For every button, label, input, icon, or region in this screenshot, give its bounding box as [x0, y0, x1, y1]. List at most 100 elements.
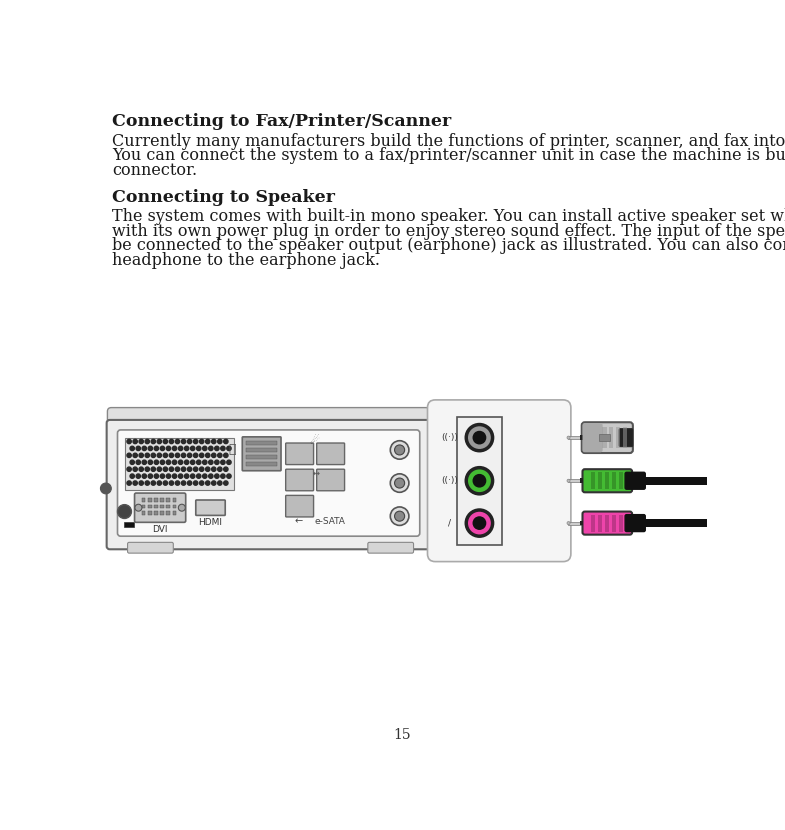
Circle shape: [466, 510, 493, 536]
Circle shape: [184, 447, 189, 451]
Circle shape: [173, 474, 177, 478]
Bar: [246, 455, 277, 459]
Circle shape: [224, 439, 228, 444]
Circle shape: [395, 511, 404, 521]
Bar: [591, 515, 595, 531]
Circle shape: [163, 439, 167, 444]
FancyBboxPatch shape: [108, 408, 430, 429]
FancyBboxPatch shape: [118, 430, 420, 536]
FancyBboxPatch shape: [625, 515, 645, 531]
Circle shape: [227, 474, 231, 478]
Bar: [605, 515, 609, 531]
Bar: [599, 434, 610, 442]
Text: e-SATA: e-SATA: [315, 517, 345, 526]
Circle shape: [203, 474, 207, 478]
Bar: [166, 499, 170, 502]
Circle shape: [181, 467, 186, 471]
Circle shape: [206, 467, 210, 471]
FancyBboxPatch shape: [582, 423, 603, 452]
Circle shape: [209, 460, 213, 465]
Circle shape: [217, 481, 222, 486]
FancyBboxPatch shape: [195, 500, 225, 515]
Circle shape: [178, 447, 183, 451]
Bar: [141, 505, 145, 509]
Circle shape: [181, 453, 186, 457]
Circle shape: [178, 505, 185, 511]
Bar: [148, 510, 152, 515]
FancyBboxPatch shape: [243, 437, 281, 471]
Bar: [615, 427, 620, 448]
Bar: [642, 477, 712, 485]
Text: ←: ←: [295, 516, 303, 526]
Circle shape: [199, 467, 204, 471]
Circle shape: [148, 447, 152, 451]
Circle shape: [203, 447, 207, 451]
Circle shape: [212, 453, 216, 457]
Text: Connecting to Fax/Printer/Scanner: Connecting to Fax/Printer/Scanner: [112, 114, 451, 130]
Bar: [619, 472, 623, 489]
Circle shape: [184, 474, 189, 478]
Circle shape: [567, 436, 570, 439]
Circle shape: [473, 475, 486, 487]
Circle shape: [154, 474, 159, 478]
Bar: [154, 499, 158, 502]
Bar: [568, 436, 585, 439]
Bar: [246, 461, 277, 466]
Circle shape: [203, 460, 207, 465]
Bar: [154, 505, 158, 509]
Circle shape: [206, 453, 210, 457]
Bar: [154, 510, 158, 515]
Circle shape: [142, 474, 147, 478]
FancyBboxPatch shape: [107, 420, 431, 549]
Bar: [642, 520, 712, 527]
Bar: [166, 510, 170, 515]
Bar: [141, 510, 145, 515]
Circle shape: [466, 424, 493, 451]
Circle shape: [466, 467, 493, 494]
Circle shape: [224, 481, 228, 486]
Circle shape: [160, 447, 165, 451]
Circle shape: [193, 453, 198, 457]
Circle shape: [166, 474, 170, 478]
Circle shape: [214, 460, 219, 465]
Bar: [612, 472, 615, 489]
Circle shape: [217, 453, 222, 457]
Text: You can connect the system to a fax/printer/scanner unit in case the machine is : You can connect the system to a fax/prin…: [112, 148, 785, 164]
Circle shape: [166, 460, 170, 465]
Circle shape: [196, 474, 201, 478]
Circle shape: [170, 467, 173, 471]
Circle shape: [145, 439, 149, 444]
Circle shape: [214, 474, 219, 478]
Circle shape: [196, 460, 201, 465]
Circle shape: [217, 467, 222, 471]
Circle shape: [136, 474, 141, 478]
Bar: [148, 499, 152, 502]
Circle shape: [224, 467, 228, 471]
Bar: [246, 447, 277, 452]
Bar: [580, 520, 583, 525]
Circle shape: [170, 481, 173, 486]
Circle shape: [127, 467, 131, 471]
Text: ⨢: ⨢: [228, 442, 236, 456]
Bar: [609, 427, 614, 448]
Circle shape: [221, 460, 225, 465]
Text: with its own power plug in order to enjoy stereo sound effect. The input of the : with its own power plug in order to enjo…: [112, 222, 785, 240]
Circle shape: [395, 478, 404, 488]
Bar: [166, 505, 170, 509]
Circle shape: [130, 447, 134, 451]
FancyBboxPatch shape: [625, 472, 645, 489]
Circle shape: [139, 453, 144, 457]
Circle shape: [567, 521, 570, 525]
Bar: [568, 521, 585, 525]
Bar: [160, 510, 164, 515]
Circle shape: [152, 481, 155, 486]
Circle shape: [152, 439, 155, 444]
Circle shape: [193, 439, 198, 444]
Text: The system comes with built-in mono speaker. You can install active speaker set : The system comes with built-in mono spea…: [112, 208, 785, 225]
Bar: [623, 427, 627, 448]
Circle shape: [148, 474, 152, 478]
FancyBboxPatch shape: [286, 443, 313, 465]
Circle shape: [191, 460, 195, 465]
Circle shape: [175, 439, 180, 444]
Circle shape: [395, 445, 404, 455]
